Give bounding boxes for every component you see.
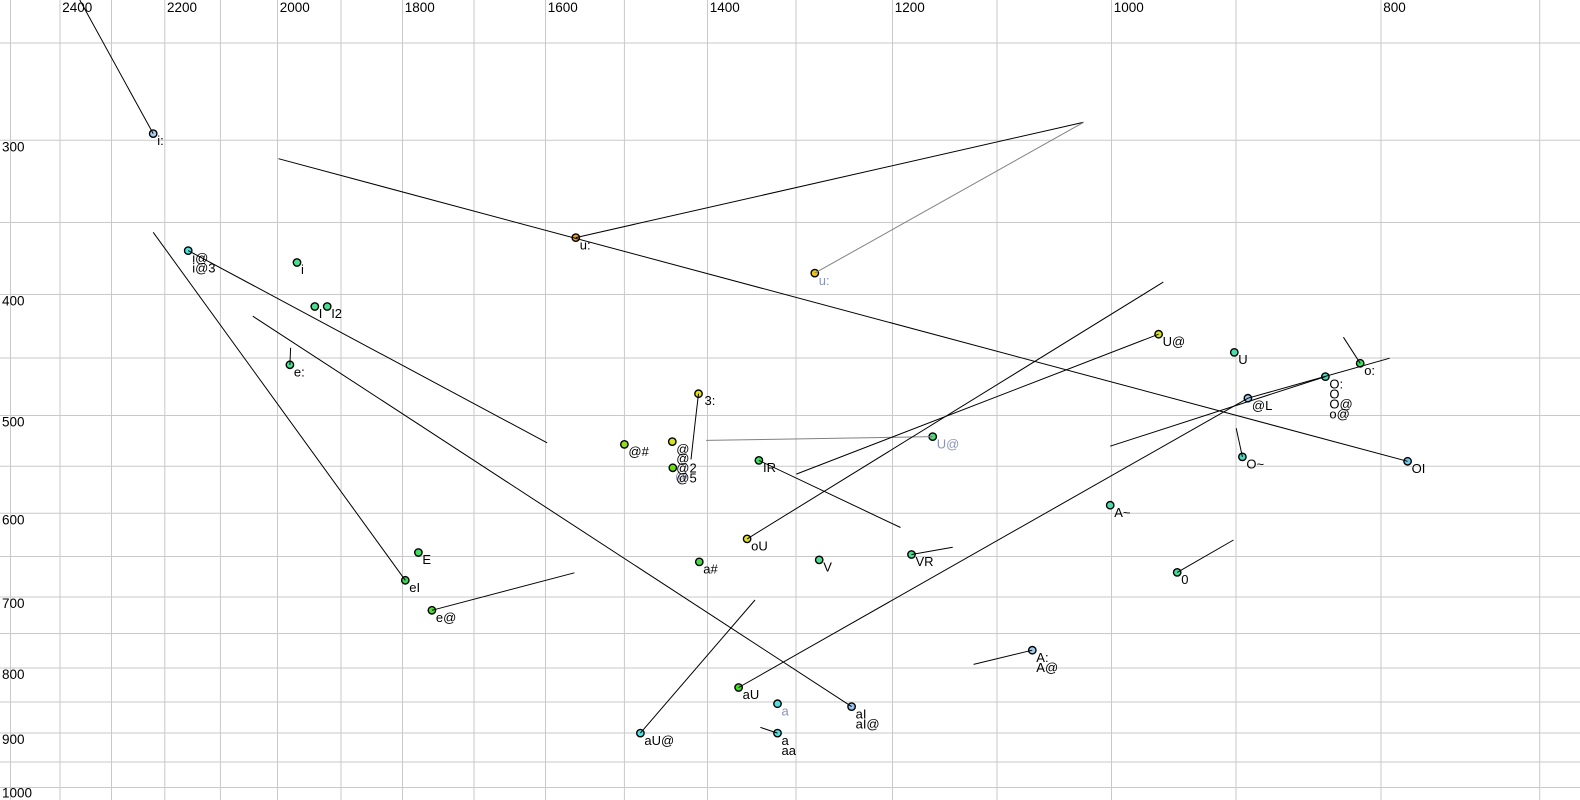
svg-text:@: @ — [676, 441, 689, 456]
svg-text:A@: A@ — [1036, 660, 1058, 675]
svg-text:I: I — [319, 306, 323, 321]
svg-text:300: 300 — [2, 140, 25, 155]
svg-text:V: V — [823, 560, 832, 575]
svg-text:3:: 3: — [705, 393, 716, 408]
svg-text:OI: OI — [1412, 461, 1426, 476]
svg-text:e:: e: — [294, 365, 305, 380]
svg-text:0: 0 — [1181, 572, 1188, 587]
svg-text:400: 400 — [2, 294, 25, 309]
svg-text:800: 800 — [2, 667, 25, 682]
svg-text:600: 600 — [2, 513, 25, 528]
svg-text:2400: 2400 — [62, 0, 92, 15]
svg-text:1000: 1000 — [1114, 0, 1144, 15]
svg-text:a: a — [782, 703, 790, 718]
svg-text:oU: oU — [751, 539, 768, 554]
svg-text:i@: i@ — [192, 250, 208, 265]
svg-text:O:: O: — [1329, 376, 1343, 391]
svg-text:VR: VR — [916, 554, 934, 569]
svg-text:A~: A~ — [1114, 505, 1131, 520]
svg-text:U@: U@ — [1163, 334, 1186, 349]
svg-text:o@: o@ — [1329, 406, 1349, 421]
svg-text:IR: IR — [763, 460, 776, 475]
svg-text:@: @ — [675, 469, 688, 484]
svg-text:i@3: i@3 — [192, 260, 215, 275]
svg-text:o:: o: — [1364, 363, 1375, 378]
svg-text:1600: 1600 — [548, 0, 578, 15]
svg-text:1800: 1800 — [405, 0, 435, 15]
svg-text:1000: 1000 — [2, 786, 32, 800]
svg-text:O@: O@ — [1329, 396, 1352, 411]
svg-text:u:: u: — [819, 273, 830, 288]
svg-text:aU@: aU@ — [644, 733, 674, 748]
svg-text:E: E — [422, 552, 431, 567]
svg-text:e@: e@ — [436, 610, 456, 625]
svg-text:@: @ — [676, 451, 689, 466]
svg-text:a: a — [782, 733, 790, 748]
svg-text:@5: @5 — [676, 470, 696, 485]
svg-text:i:: i: — [157, 133, 164, 148]
svg-text:i: i — [301, 262, 304, 277]
svg-text:900: 900 — [2, 732, 25, 747]
svg-text:800: 800 — [1383, 0, 1406, 15]
svg-text:U: U — [1238, 352, 1247, 367]
svg-text:2200: 2200 — [167, 0, 197, 15]
svg-text:aI@: aI@ — [856, 716, 880, 731]
svg-text:1400: 1400 — [710, 0, 740, 15]
svg-text:I2: I2 — [331, 306, 342, 321]
svg-text:aU: aU — [743, 687, 760, 702]
svg-text:eI: eI — [409, 580, 420, 595]
svg-text:700: 700 — [2, 596, 25, 611]
svg-text:O~: O~ — [1246, 457, 1264, 472]
svg-text:A:: A: — [1036, 650, 1048, 665]
svg-text:@L: @L — [1252, 398, 1272, 413]
svg-text:u:: u: — [580, 237, 591, 252]
svg-text:U@: U@ — [937, 436, 960, 451]
svg-text:a#: a# — [703, 562, 718, 577]
svg-text:500: 500 — [2, 415, 25, 430]
svg-text:aI: aI — [856, 706, 867, 721]
svg-text:@2: @2 — [676, 461, 696, 476]
svg-text:O: O — [1329, 386, 1339, 401]
svg-text:1200: 1200 — [895, 0, 925, 15]
svg-text:@#: @# — [628, 444, 649, 459]
svg-text:aa: aa — [782, 743, 797, 758]
svg-text:2000: 2000 — [280, 0, 310, 15]
